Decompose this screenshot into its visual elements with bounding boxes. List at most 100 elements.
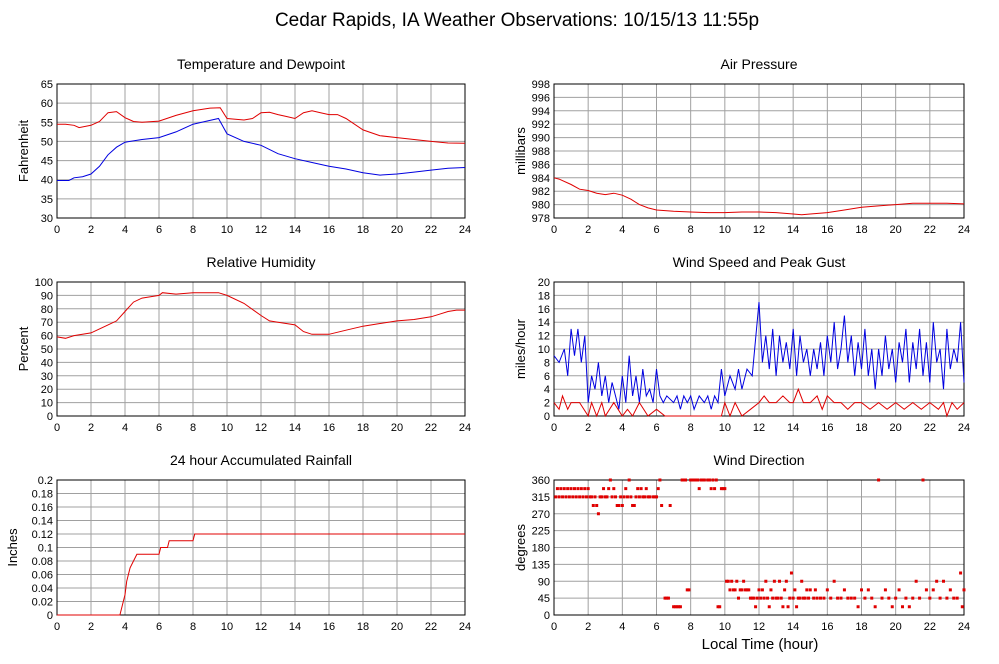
scatter-point	[723, 487, 727, 491]
scatter-point	[707, 478, 711, 482]
scatter-point	[555, 487, 559, 491]
scatter-point	[697, 487, 701, 491]
scatter-point	[918, 596, 922, 600]
y-tick-label: 0.12	[32, 529, 53, 541]
x-tick-label: 4	[122, 621, 128, 633]
x-tick-label: 8	[190, 621, 196, 633]
y-tick-label: 12	[538, 331, 550, 343]
scatter-point	[566, 487, 570, 491]
scatter-point	[595, 504, 599, 507]
scatter-point	[578, 495, 582, 499]
x-tick-label: 12	[753, 422, 765, 434]
scatter-point	[573, 487, 576, 491]
y-tick-label: 990	[532, 133, 550, 145]
scatter-point	[904, 596, 908, 600]
scatter-point	[807, 596, 811, 600]
y-tick-label: 80	[41, 304, 53, 316]
scatter-point	[962, 588, 966, 592]
scatter-point	[726, 579, 730, 583]
chart-title: 24 hour Accumulated Rainfall	[170, 452, 352, 468]
x-tick-label: 18	[357, 422, 369, 434]
scatter-point	[880, 596, 884, 600]
scatter-point	[731, 588, 735, 592]
scatter-point	[612, 487, 616, 491]
plot-frame	[553, 83, 965, 219]
scatter-point	[622, 495, 626, 499]
scatter-point	[836, 596, 840, 600]
y-tick-label: 35	[41, 194, 53, 206]
x-tick-label: 16	[323, 621, 335, 633]
scatter-point	[615, 504, 619, 507]
x-tick-label: 22	[425, 621, 437, 633]
scatter-point	[931, 588, 935, 592]
scatter-point	[696, 478, 699, 482]
scatter-point	[610, 495, 614, 499]
y-tick-label: 4	[544, 384, 550, 396]
scatter-point	[776, 596, 780, 600]
x-tick-label: 12	[753, 621, 765, 633]
plot-frame	[553, 281, 965, 417]
y-tick-label: 20	[41, 384, 53, 396]
scatter-point	[866, 588, 870, 592]
scatter-point	[701, 478, 705, 482]
scatter-point	[754, 605, 758, 609]
scatter-point	[786, 605, 790, 609]
x-tick-label: 14	[787, 621, 799, 633]
x-tick-label: 8	[190, 224, 196, 236]
y-tick-label: 982	[532, 186, 550, 198]
y-tick-label: 0.18	[32, 489, 53, 501]
scatter-point	[735, 579, 739, 583]
scatter-point	[608, 478, 612, 482]
y-tick-label: 0	[47, 411, 53, 423]
y-tick-label: 0.02	[32, 597, 53, 609]
scatter-point	[718, 605, 722, 609]
scatter-point	[760, 588, 764, 592]
scatter-point	[634, 495, 638, 499]
scatter-point	[748, 596, 752, 600]
plot-frame	[56, 83, 466, 219]
x-tick-label: 2	[585, 224, 591, 236]
y-tick-label: 90	[41, 290, 53, 302]
x-axis-label: Local Time (hour)	[702, 636, 819, 653]
y-tick-label: 2	[544, 398, 550, 410]
y-tick-label: 30	[41, 213, 53, 225]
scatter-point	[890, 605, 894, 609]
scatter-point	[767, 605, 771, 609]
y-axis-label: millibars	[513, 127, 528, 175]
scatter-point	[870, 596, 874, 600]
x-tick-label: 10	[719, 224, 731, 236]
scatter-point	[772, 579, 776, 583]
y-tick-label: 180	[532, 543, 550, 555]
scatter-point	[576, 487, 580, 491]
y-tick-label: 988	[532, 146, 550, 158]
series-line-blue	[553, 302, 965, 411]
y-axis-label: miles/hour	[513, 318, 528, 379]
scatter-point	[672, 605, 676, 609]
scatter-point	[877, 478, 881, 482]
x-tick-label: 4	[619, 224, 625, 236]
y-axis-label: Fahrenheit	[16, 120, 31, 183]
x-tick-label: 22	[924, 422, 936, 434]
scatter-point	[586, 487, 590, 491]
y-tick-label: 40	[41, 357, 53, 369]
y-tick-label: 315	[532, 492, 550, 504]
x-tick-label: 18	[357, 621, 369, 633]
scatter-point	[605, 495, 609, 499]
y-tick-label: 55	[41, 117, 53, 129]
series-line-red	[57, 107, 466, 144]
y-tick-label: 14	[538, 317, 550, 329]
scatter-point	[655, 495, 658, 499]
x-tick-label: 12	[753, 224, 765, 236]
x-tick-label: 14	[787, 422, 799, 434]
scatter-point	[614, 495, 617, 499]
x-tick-label: 6	[156, 422, 162, 434]
scatter-point	[629, 495, 633, 499]
scatter-point	[728, 588, 732, 592]
y-tick-label: 16	[538, 304, 550, 316]
scatter-point	[620, 504, 624, 507]
scatter-point	[678, 605, 682, 609]
x-tick-label: 14	[289, 224, 301, 236]
y-tick-label: 978	[532, 213, 550, 225]
scatter-point	[805, 588, 809, 592]
